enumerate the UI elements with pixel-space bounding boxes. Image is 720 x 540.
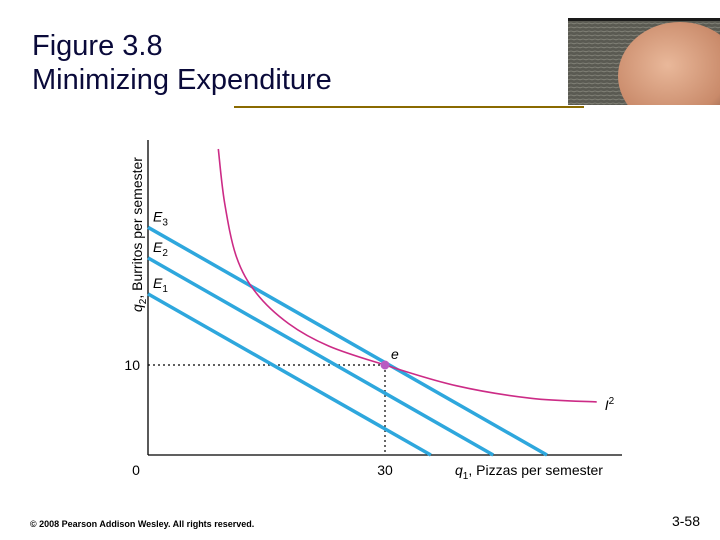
- x-tick-label: 0: [132, 462, 140, 478]
- title-underline: [234, 106, 584, 108]
- rock-photo-image: [568, 21, 720, 105]
- x-tick-label: 30: [377, 462, 393, 478]
- indifference-curve-i2: [217, 148, 597, 403]
- slide-title: Figure 3.8: [32, 30, 163, 62]
- copyright-notice: © 2008 Pearson Addison Wesley. All right…: [30, 519, 255, 529]
- tangency-point: [380, 360, 390, 370]
- expenditure-chart: 0 30 10 q1, Pizzas per semester q2, Burritos…: [124, 140, 622, 482]
- expenditure-line-e1: [147, 292, 432, 457]
- photo-frame-line: [568, 18, 720, 21]
- line-label-e1: E1: [153, 275, 168, 295]
- y-tick-label: 10: [124, 357, 140, 373]
- curve-label-i2: I2: [605, 396, 615, 413]
- line-label-e2: E2: [153, 239, 168, 259]
- expenditure-line-e3: [147, 225, 548, 457]
- slide-subtitle: Minimizing Expenditure: [32, 64, 332, 96]
- axes: [147, 140, 622, 456]
- labels-layer: 0 30 10 q1, Pizzas per semester q2, Burritos…: [124, 157, 614, 482]
- x-axis-title: q1, Pizzas per semester: [455, 462, 603, 482]
- y-axis-title: q2, Burritos per semester: [129, 157, 149, 312]
- series-layer: [147, 148, 597, 457]
- line-label-e3: E3: [153, 208, 168, 228]
- corner-photo: [568, 18, 720, 105]
- expenditure-line-e2: [147, 256, 495, 457]
- point-label: e: [391, 346, 399, 362]
- page-number: 3-58: [671, 513, 700, 529]
